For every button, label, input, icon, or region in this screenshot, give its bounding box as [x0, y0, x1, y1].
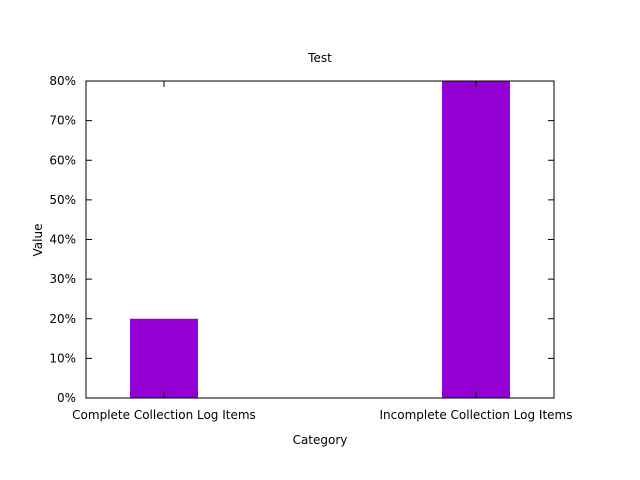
y-tick-label: 20% — [49, 312, 76, 326]
y-tick-label: 80% — [49, 74, 76, 88]
y-tick-label: 60% — [49, 153, 76, 167]
ticks-group: 0% 10% 20% 30% 40% 50% 60% 70% 80% Complete Colle… — [49, 74, 572, 422]
x-axis-label: Category — [293, 433, 348, 447]
bar-2 — [442, 81, 510, 398]
bars-group — [130, 81, 510, 398]
y-tick-label: 0% — [57, 391, 76, 405]
y-tick-label: 50% — [49, 193, 76, 207]
y-tick-label: 40% — [49, 233, 76, 247]
y-axis-label: Value — [31, 224, 45, 257]
y-tick-label: 10% — [49, 351, 76, 365]
chart-title: Test — [307, 51, 332, 65]
y-tick-label: 70% — [49, 114, 76, 128]
plot-frame — [85, 80, 555, 399]
x-tick-label: Complete Collection Log Items — [72, 408, 256, 422]
bar-1 — [130, 318, 198, 398]
x-tick-label: Incomplete Collection Log Items — [380, 408, 573, 422]
y-tick-label: 30% — [49, 272, 76, 286]
